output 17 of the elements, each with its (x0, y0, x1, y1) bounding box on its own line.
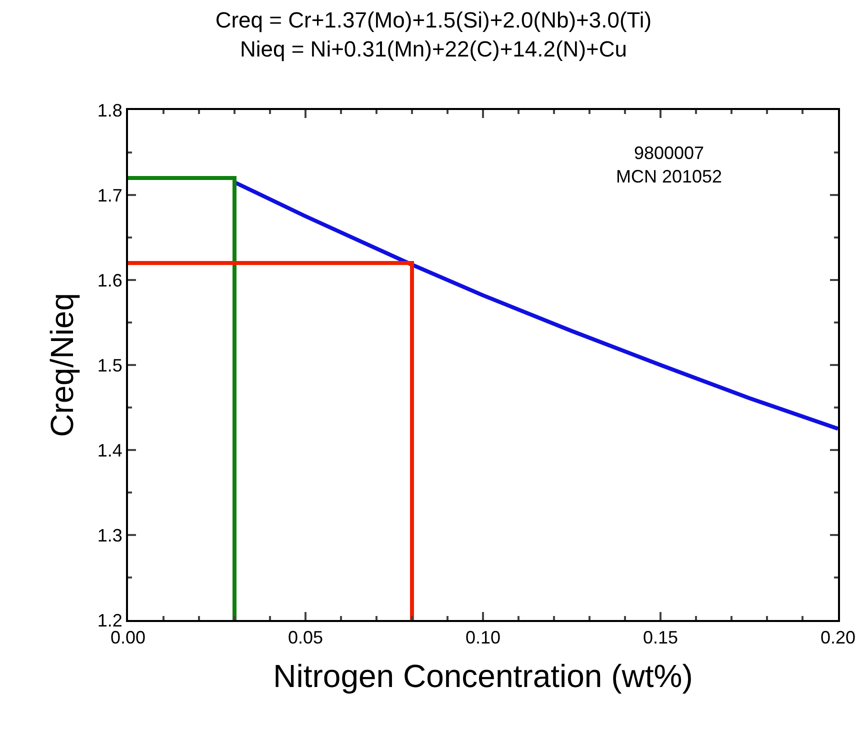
x-tick-label: 0.15 (642, 628, 678, 648)
annotation: 9800007 MCN 201052 (616, 143, 722, 186)
x-tick-label: 0.10 (465, 628, 501, 648)
y-tick-label: 1.2 (97, 610, 122, 630)
y-tick-label: 1.7 (97, 185, 122, 206)
y-tick-label: 1.8 (97, 100, 122, 120)
chart-title: Creq = Cr+1.37(Mo)+1.5(Si)+2.0(Nb)+3.0(Ti) (215, 8, 652, 33)
y-axis-title: Creq/Nieq (44, 292, 80, 438)
y-tick-label: 1.6 (97, 270, 122, 290)
x-tick-label: 0.00 (110, 628, 146, 648)
y-tick-label: 1.5 (97, 355, 122, 376)
chart-subtitle: Nieq = Ni+0.31(Mn)+22(C)+14.2(N)+Cu (240, 36, 628, 62)
y-tick-label: 1.3 (97, 525, 122, 546)
x-tick-label: 0.05 (288, 628, 324, 648)
x-tick-label: 0.20 (820, 628, 856, 648)
x-axis-title: Nitrogen Concentration (wt%) (273, 658, 693, 694)
y-tick-label: 1.4 (97, 440, 122, 460)
